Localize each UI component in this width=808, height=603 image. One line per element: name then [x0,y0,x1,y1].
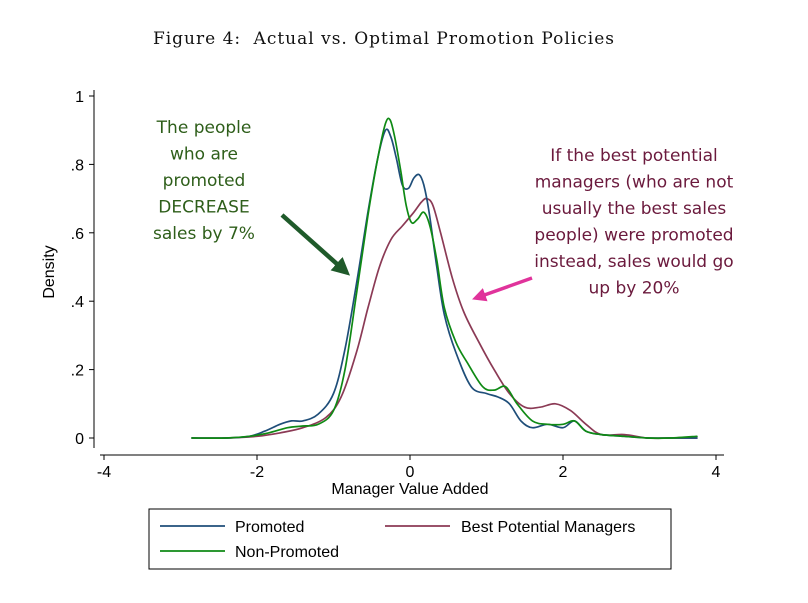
x-tick-label: 2 [559,464,568,481]
annotation-line: DECREASE [158,198,249,218]
series-line-promoted [191,128,698,439]
y-tick-label: .2 [71,363,84,380]
y-tick-label: 0 [75,431,84,448]
y-tick-label: .8 [71,157,84,174]
legend-label-best-potential-managers: Best Potential Managers [461,519,635,536]
x-axis-label: Manager Value Added [331,481,488,498]
arrow-left [280,213,351,276]
series-line-non-promoted [191,117,698,440]
series-line-best-potential-managers [191,197,698,440]
annotation-line: people) were promoted [534,226,733,246]
annotation-line: who are [170,145,238,165]
legend-box [148,508,672,570]
y-tick-label: .4 [71,294,84,311]
y-tick-label: .6 [71,226,84,243]
annotation-right: If the best potential managers (who are n… [534,146,733,299]
annotation-line: instead, sales would go [534,252,733,272]
x-tick-label: -4 [97,464,111,481]
annotation-line: managers (who are not [535,173,734,193]
y-ticks: 0 .2 .4 .6 .8 1 [71,89,94,448]
legend: Promoted Best Potential Managers Non-Promo… [148,508,672,570]
figure-title-text: Actual vs. Optimal Promotion Policies [253,29,616,49]
x-tick-label: 4 [712,464,721,481]
legend-label-promoted: Promoted [235,519,304,536]
annotation-line: usually the best sales [542,199,727,219]
x-tick-label: 0 [406,464,415,481]
y-axis-label: Density [41,245,58,298]
figure-title-prefix: Figure 4: [153,29,241,49]
annotation-line: The people [156,118,252,138]
x-ticks: -4 -2 0 2 4 [97,455,721,481]
figure-title: Figure 4: Actual vs. Optimal Promotion P… [153,29,615,49]
series-group [191,117,698,440]
annotation-line: promoted [163,171,246,191]
annotation-line: up by 20% [588,279,679,299]
arrow-right [472,276,533,302]
annotation-line: If the best potential [550,146,718,166]
annotation-left: The people who are promoted DECREASE sales b… [153,118,255,244]
y-tick-label: 1 [75,89,84,106]
x-tick-label: -2 [250,464,264,481]
annotation-line: sales by 7% [153,224,255,244]
legend-items: Promoted Best Potential Managers Non-Promo… [160,519,635,561]
legend-label-non-promoted: Non-Promoted [235,544,339,561]
